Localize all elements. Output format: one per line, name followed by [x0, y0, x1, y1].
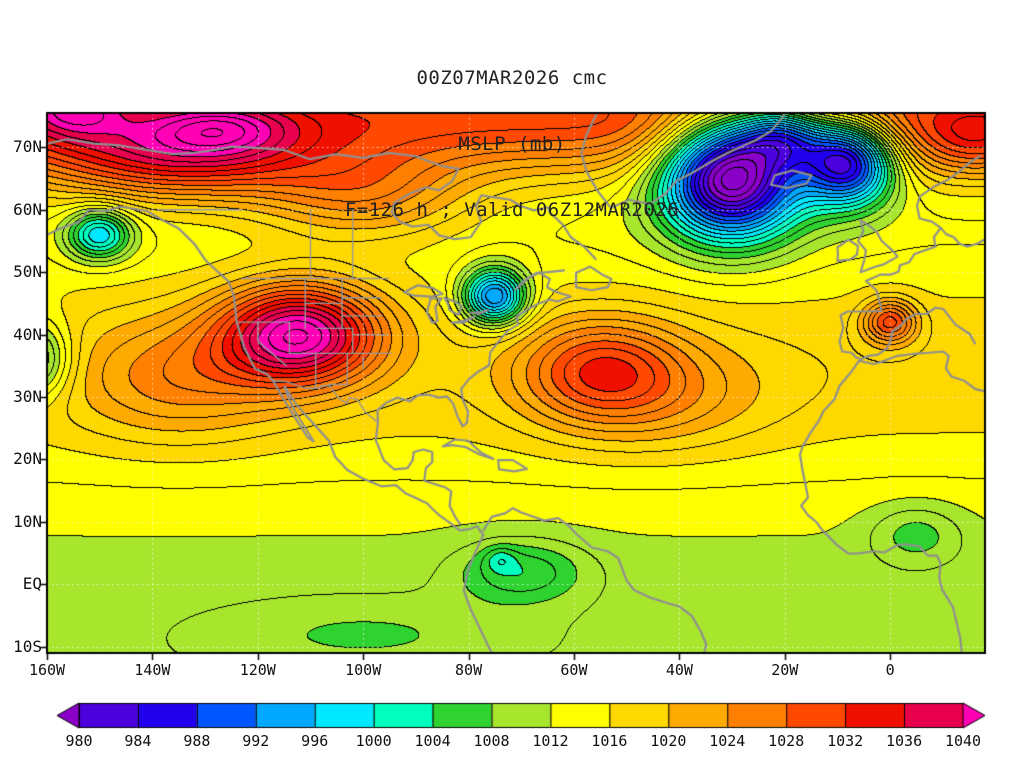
- longitude-tick-label: 60W: [560, 661, 588, 679]
- colorbar-tick-label: 988: [183, 732, 211, 750]
- colorbar-tick-label: 992: [242, 732, 270, 750]
- latitude-tick-label: 60N: [13, 199, 42, 219]
- latitude-tick-label: 10S: [13, 636, 42, 656]
- longitude-tick-label: 140W: [134, 661, 171, 679]
- longitude-tick-label: 100W: [345, 661, 382, 679]
- colorbar-tick-label: 1012: [532, 732, 569, 750]
- latitude-tick-label: 20N: [13, 449, 42, 469]
- longitude-tick-label: 40W: [665, 661, 693, 679]
- colorbar-tick-label: 980: [65, 732, 93, 750]
- latitude-tick-label: 70N: [13, 137, 42, 157]
- colorbar-tick-label: 1020: [650, 732, 687, 750]
- colorbar-tick-label: 1024: [709, 732, 746, 750]
- longitude-tick-label: 80W: [455, 661, 483, 679]
- longitude-tick-label: 20W: [771, 661, 799, 679]
- colorbar-tick-label: 1032: [827, 732, 864, 750]
- longitude-tick-label: 0: [885, 661, 895, 679]
- colorbar-tick-label: 1016: [591, 732, 628, 750]
- latitude-tick-label: 40N: [13, 324, 42, 344]
- latitude-tick-label: 30N: [13, 387, 42, 407]
- colorbar-tick-label: 984: [124, 732, 152, 750]
- colorbar-tick-label: 1004: [414, 732, 451, 750]
- title-init-line: 00Z07MAR2026 cmc: [416, 67, 608, 89]
- latitude-tick-label: 10N: [13, 511, 42, 531]
- colorbar-tick-label: 1000: [355, 732, 392, 750]
- colorbar-tick-label: 1036: [886, 732, 923, 750]
- longitude-tick-label: 120W: [239, 661, 276, 679]
- latitude-tick-label: 50N: [13, 262, 42, 282]
- latitude-tick-label: EQ: [22, 574, 42, 594]
- colorbar-tick-label: 1008: [473, 732, 510, 750]
- title-variable-line: MSLP (mb): [458, 133, 566, 155]
- colorbar-tick-label: 1028: [768, 732, 805, 750]
- colorbar-tick-label: 1040: [944, 732, 982, 750]
- longitude-tick-label: 160W: [28, 661, 66, 679]
- title-valid-line: F=126 h ; Valid 06Z12MAR2026: [344, 199, 680, 221]
- colorbar-tick-label: 996: [301, 732, 329, 750]
- chart-title: 00Z07MAR2026 cmc MSLP (mb) F=126 h ; Val…: [0, 23, 1024, 265]
